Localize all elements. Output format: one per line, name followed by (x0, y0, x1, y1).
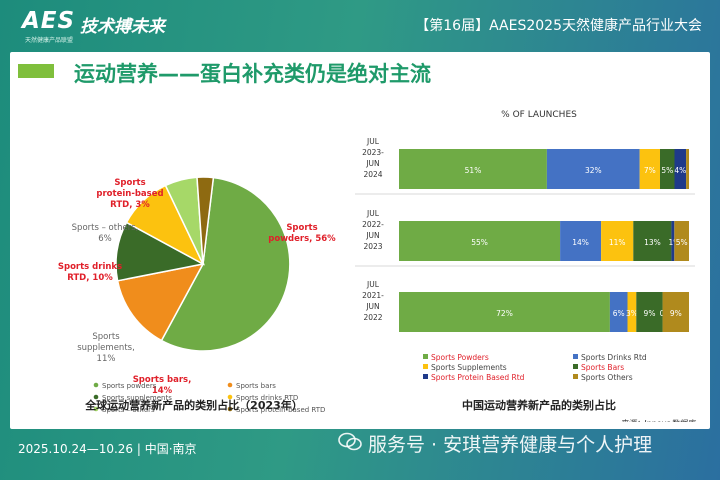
bar-legend-swatch-0 (423, 354, 428, 359)
bar-segment-0-0 (399, 149, 547, 189)
pie-slice-label-1: Sports bars, 14% (133, 375, 192, 396)
bar-data-label-0-4: 4% (674, 166, 686, 175)
bar-segment-1-4 (671, 221, 675, 261)
pie-slice-label-4: Sports – others, 6% (72, 223, 139, 244)
footer-date: 2025.10.24—10.26 | 中国·南京 (18, 442, 197, 456)
bar-legend-swatch-3 (573, 364, 578, 369)
logo-slogan: 技术搏未来 (80, 17, 165, 37)
bar-legend-swatch-1 (573, 354, 578, 359)
event-title: 【第16届】AAES2025天然健康产品行业大会 (415, 18, 702, 34)
bar-segment-1-2 (601, 221, 634, 261)
bar-data-label-2-3: 9% (644, 309, 656, 318)
bar-data-label-2-0: 72% (496, 309, 513, 318)
pie-slice-label-0: Sports powders, 56% (268, 223, 336, 244)
pie-slice-label-5: Sports protein-based RTD, 3% (96, 178, 163, 210)
bar-data-label-1-0: 55% (471, 238, 488, 247)
bar-data-label-1-2: 11% (609, 238, 626, 247)
bar-data-label-0-0: 51% (465, 166, 482, 175)
bar-segment-2-5 (662, 292, 689, 332)
pie-legend-label-2: Sports supplements (102, 394, 172, 402)
pie-legend-swatch-1 (227, 382, 233, 388)
slide-title: 运动营养——蛋白补充类仍是绝对主流 (74, 62, 431, 86)
bar-segment-1-1 (560, 221, 602, 261)
bar-legend-label-1: Sports Drinks Rtd (581, 353, 647, 362)
pie-legend-label-1: Sports bars (236, 382, 276, 390)
bar-segment-0-3 (660, 149, 675, 189)
bar-caption: 中国运动营养新产品的类别占比 (462, 398, 616, 412)
pie-legend-swatch-0 (93, 382, 99, 388)
bar-segment-0-1 (546, 149, 640, 189)
bar-category-label-0: JUL 2023-JUN 2024 (362, 137, 384, 179)
bar-legend-label-0: Sports Powders (431, 353, 489, 362)
event-logo: AES (22, 8, 76, 34)
bar-chart-title: % OF LAUNCHES (501, 110, 577, 120)
bar-data-label-2-5: 9% (670, 309, 682, 318)
bar-data-label-1-1: 14% (572, 238, 589, 247)
pie-legend-label-5: Sports protein-based RTD (236, 406, 325, 414)
pie-slice-5 (196, 176, 215, 265)
pie-slice-label-3: Sports drinks RTD, 10% (58, 262, 122, 283)
pie-legend-label-0: Sports powders (102, 382, 157, 390)
bar-segment-1-0 (399, 221, 561, 261)
bar-legend-label-5: Sports Others (581, 373, 633, 382)
pie-chart: Sports powders, 56% Sports bars, 14% Sports s… (58, 176, 336, 414)
slide-card: 运动营养——蛋白补充类仍是绝对主流 Sports powders, 56% Spor… (10, 52, 710, 429)
watermark-text: 服务号 · 安琪营养健康与个人护理 (368, 434, 653, 456)
bar-segment-1-3 (633, 221, 672, 261)
wechat-icon (338, 432, 362, 451)
bar-legend-label-3: Sports Bars (581, 363, 624, 372)
bar-category-label-1: JUL 2022-JUN 2023 (362, 209, 384, 251)
bar-data-label-0-2: 7% (644, 166, 656, 175)
bar-legend-swatch-5 (573, 374, 578, 379)
bar-segment-1-5 (674, 221, 689, 261)
bar-category-label-2: JUL 2021-JUN 2022 (362, 280, 384, 322)
pie-caption: 全球运动营养新产品的类别占比（2023年） (84, 398, 303, 412)
bar-data-label-0-3: 5% (661, 166, 673, 175)
logo-subtitle: 天然健康产品联盟 (25, 37, 74, 44)
pie-legend-swatch-2 (93, 394, 99, 400)
bar-segment-2-3 (636, 292, 663, 332)
bar-legend-label-4: Sports Protein Based Rtd (431, 373, 525, 382)
bar-data-label-2-2: 3% (626, 309, 638, 318)
pie-legend-label-4: Sports – others (102, 406, 155, 414)
pie-slice-label-2: Sports supplements, 11% (77, 332, 135, 364)
bar-data-label-2-1: 6% (613, 309, 625, 318)
bar-data-label-1-5: 5% (676, 238, 688, 247)
pie-slice-0 (160, 176, 291, 352)
pie-legend-swatch-4 (93, 406, 99, 412)
bar-legend-swatch-2 (423, 364, 428, 369)
pie-legend-swatch-5 (227, 406, 233, 412)
title-accent-bar (18, 64, 54, 78)
bar-legend-swatch-4 (423, 374, 428, 379)
bar-segment-2-1 (609, 292, 628, 332)
pie-legend-swatch-3 (227, 394, 233, 400)
bar-legend-label-2: Sports Supplements (431, 363, 507, 372)
bar-segment-0-4 (674, 149, 687, 189)
bar-segment-2-0 (399, 292, 610, 332)
bar-data-label-1-3: 13% (644, 238, 661, 247)
source-note: 来源：Innova数据库 (620, 419, 697, 422)
header: AES 技术搏未来 天然健康产品联盟 【第16届】AAES2025天然健康产品行… (0, 0, 720, 52)
bar-segment-2-2 (627, 292, 637, 332)
bar-segment-0-5 (686, 149, 689, 189)
pie-legend-label-3: Sports drinks RTD (236, 394, 298, 402)
bar-data-label-0-1: 32% (585, 166, 602, 175)
pie-slice-1 (116, 262, 205, 342)
bar-segment-0-2 (639, 149, 660, 189)
